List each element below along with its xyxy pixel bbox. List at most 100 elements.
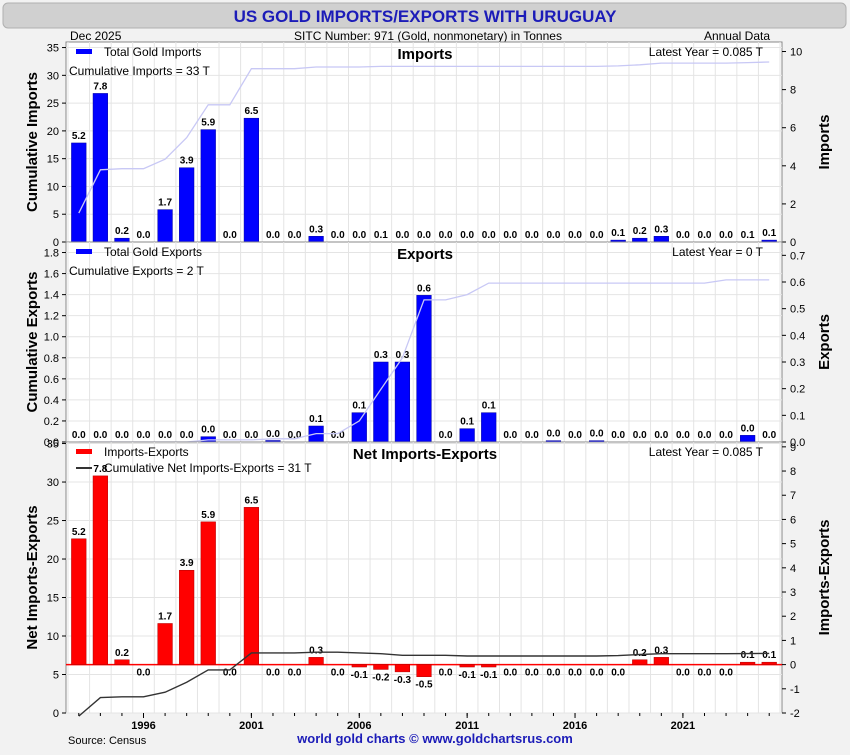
y-tick-label-left: 10 [47, 631, 59, 643]
bar-data-label: -0.1 [351, 670, 369, 681]
bar-data-label: 0.0 [676, 430, 690, 441]
bar-data-label: 0.1 [611, 228, 625, 239]
y-axis-title-right: Imports-Exports [816, 520, 833, 636]
bar-data-label: 0.0 [503, 430, 517, 441]
bar [157, 623, 173, 665]
bar-data-label: 0.0 [72, 430, 86, 441]
panel-3: 0 5 10 15 20 25 30 35 -2 -1 0 1 2 3 4 5 6 7 8 9 5.2 7.8 0.2 0.0… [24, 439, 833, 720]
latest-year-label: Latest Year = 0 T [672, 245, 764, 259]
x-tick-label: 2001 [239, 720, 263, 732]
bar-data-label: -0.1 [480, 670, 498, 681]
y-tick-label-left: 0 [53, 237, 59, 249]
bar-data-label: -0.5 [415, 680, 433, 691]
bar-data-label: 6.5 [244, 106, 258, 117]
bar-data-label: 0.0 [676, 668, 690, 679]
y-tick-label-left: 25 [47, 516, 59, 528]
y-tick-label-left: 30 [47, 70, 59, 82]
cumulative-line [78, 651, 770, 717]
bar-data-label: 0.0 [439, 668, 453, 679]
bar-data-label: 0.0 [223, 430, 237, 441]
bar [373, 361, 389, 443]
bar-data-label: 0.0 [288, 430, 302, 441]
y-axis-title-left: Cumulative Imports [24, 72, 41, 212]
y-tick-label-left: 0 [53, 708, 59, 720]
bar [740, 661, 756, 665]
cumulative-line [78, 61, 770, 214]
y-tick-label-right: 4 [790, 161, 796, 173]
y-tick-label-left: 10 [47, 181, 59, 193]
y-tick-label-left: 0.4 [44, 395, 59, 407]
y-tick-label-right: 6 [790, 514, 796, 526]
date-label: Dec 2025 [70, 29, 122, 43]
bar-data-label: -0.3 [394, 675, 412, 686]
y-tick-label-right: 10 [790, 47, 802, 59]
bar [157, 209, 173, 243]
bar-data-label: 0.1 [762, 228, 776, 239]
y-tick-label-right: 9 [790, 442, 796, 454]
y-tick-label-left: 5 [53, 670, 59, 682]
bar [481, 412, 497, 443]
bar-data-label: 0.0 [439, 230, 453, 241]
bar-data-label: 0.0 [547, 230, 561, 241]
y-tick-label-left: 0.2 [44, 416, 59, 428]
bar-data-label: -0.1 [459, 670, 477, 681]
y-tick-label-left: 1.4 [44, 290, 59, 302]
legend-label: Total Gold Imports [104, 45, 201, 59]
bar [351, 664, 367, 668]
x-tick-label: 1996 [131, 720, 155, 732]
bar-data-label: 0.0 [525, 668, 539, 679]
bar-data-label: 0.0 [137, 668, 151, 679]
bar-data-label: 0.0 [503, 668, 517, 679]
source-label: Source: Census [68, 735, 147, 747]
chart-title: US GOLD IMPORTS/EXPORTS WITH URUGUAY [234, 7, 618, 26]
x-tick-label: 2016 [563, 720, 587, 732]
y-tick-label-right: 0.3 [790, 357, 805, 369]
bar-data-label: 0.0 [395, 230, 409, 241]
bar [373, 664, 389, 670]
bar-data-label: 5.2 [72, 527, 86, 538]
y-tick-label-left: 20 [47, 126, 59, 138]
bar-data-label: 5.9 [201, 510, 215, 521]
bar [459, 664, 475, 668]
bar [179, 569, 195, 665]
frequency-label: Annual Data [704, 29, 770, 43]
y-tick-label-left: 0.6 [44, 374, 59, 386]
bar-data-label: 0.0 [611, 668, 625, 679]
y-axis-title-left: Net Imports-Exports [24, 505, 41, 649]
bar-data-label: 0.3 [309, 224, 323, 235]
bar [394, 361, 411, 443]
bar [394, 664, 411, 673]
bar-data-label: 0.0 [417, 230, 431, 241]
y-tick-label-right: 0.2 [790, 384, 805, 396]
bar-data-label: 0.0 [137, 230, 151, 241]
bar-data-label: 0.0 [503, 230, 517, 241]
bar-data-label: 0.0 [590, 429, 604, 440]
y-tick-label-right: 0.5 [790, 304, 805, 316]
bar-data-label: 0.0 [288, 668, 302, 679]
y-tick-label-right: 0.7 [790, 250, 805, 262]
bar-data-label: 0.0 [482, 230, 496, 241]
bar-data-label: 0.2 [115, 648, 129, 659]
bar-data-label: 0.0 [331, 668, 345, 679]
bar-data-label: -0.2 [372, 672, 390, 683]
bar [71, 538, 87, 665]
legend-swatch [76, 249, 92, 254]
bar-data-label: 0.0 [547, 668, 561, 679]
bar-data-label: 0.1 [741, 650, 755, 661]
y-tick-label-left: 15 [47, 593, 59, 605]
title-banner [2, 2, 847, 29]
bar-data-label: 0.1 [309, 414, 323, 425]
bar-data-label: 0.0 [223, 230, 237, 241]
y-tick-label-left: 35 [47, 43, 59, 55]
bar-data-label: 0.0 [633, 430, 647, 441]
y-tick-label-left: 1.8 [44, 248, 59, 260]
panel-title: Exports [397, 246, 453, 263]
y-axis-title-right: Exports [816, 314, 833, 370]
legend-swatch [76, 449, 92, 454]
bar-data-label: 1.7 [158, 611, 172, 622]
bar-data-label: 0.3 [654, 224, 668, 235]
bar-data-label: 5.2 [72, 131, 86, 142]
bar-data-label: 0.1 [352, 401, 366, 412]
y-tick-label-right: 3 [790, 587, 796, 599]
